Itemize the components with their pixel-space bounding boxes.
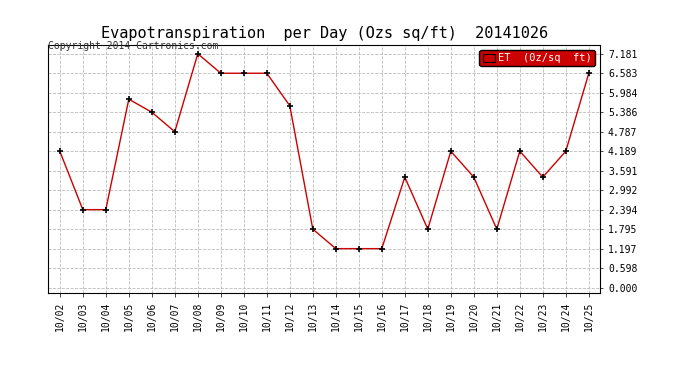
Legend: ET  (0z/sq  ft): ET (0z/sq ft) — [480, 50, 595, 66]
Text: Copyright 2014 Cartronics.com: Copyright 2014 Cartronics.com — [48, 41, 219, 51]
Text: Evapotranspiration  per Day (Ozs sq/ft)  20141026: Evapotranspiration per Day (Ozs sq/ft) 2… — [101, 26, 548, 41]
